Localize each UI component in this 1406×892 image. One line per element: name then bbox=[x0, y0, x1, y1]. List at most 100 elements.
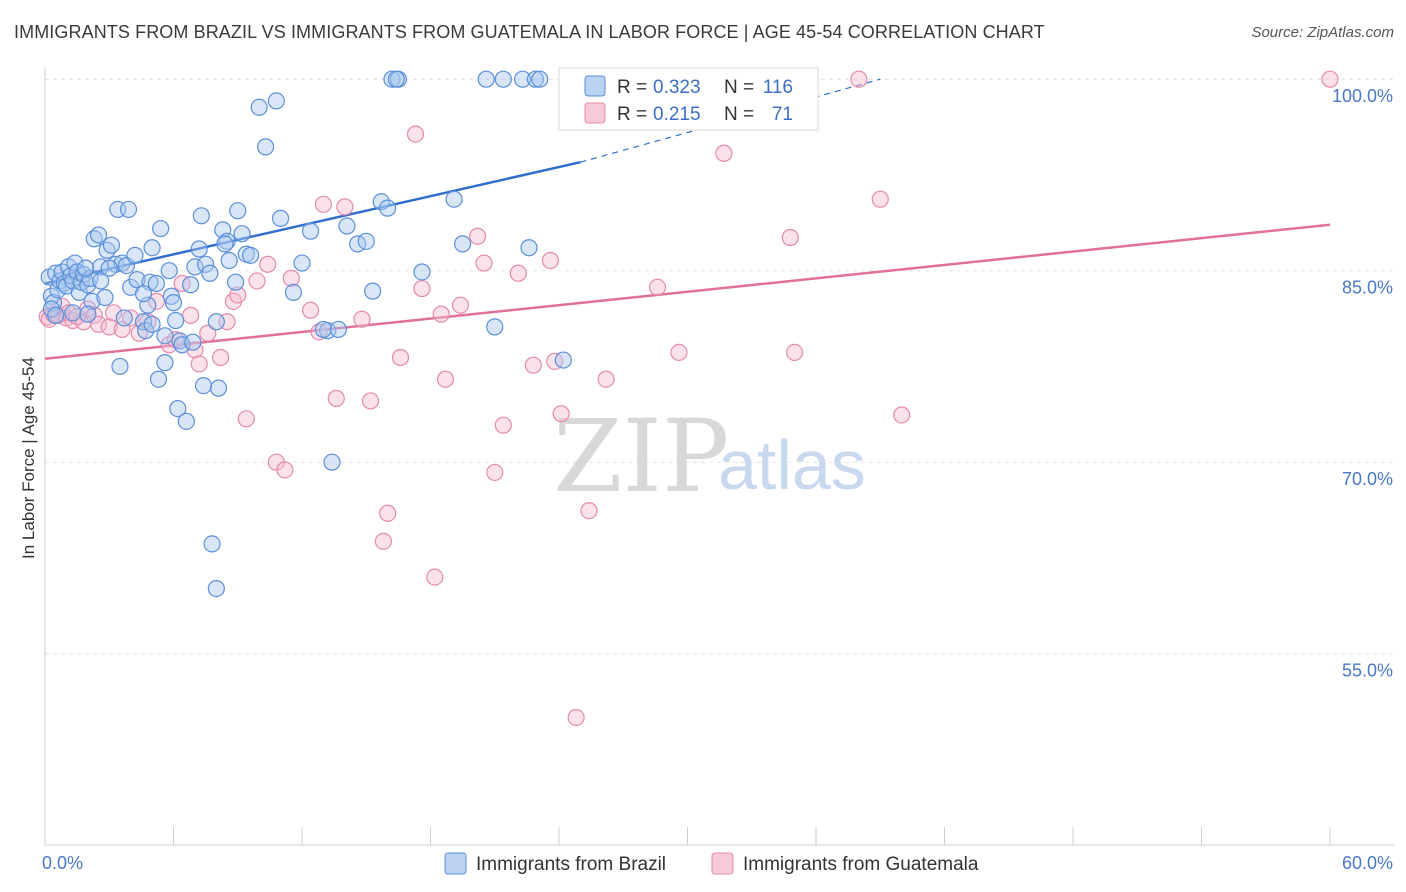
guatemala-point-27 bbox=[212, 348, 230, 367]
brazil-point-91 bbox=[413, 263, 431, 281]
guatemala-point-40 bbox=[327, 389, 345, 407]
guatemala-point-71 bbox=[871, 190, 889, 208]
guatemala-point-72 bbox=[893, 406, 911, 424]
brazil-point-1 bbox=[42, 287, 61, 305]
brazil-point-60 bbox=[201, 264, 219, 282]
brazil-point-67 bbox=[229, 202, 247, 220]
guatemala-point-62 bbox=[567, 708, 585, 727]
y-axis-label: In Labor Force | Age 45-54 bbox=[19, 357, 38, 559]
brazil-point-34 bbox=[119, 200, 138, 219]
brazil-point-46 bbox=[156, 327, 174, 345]
brazil-point-85 bbox=[357, 232, 375, 250]
bottom-legend-label-brazil: Immigrants from Brazil bbox=[476, 854, 666, 875]
brazil-point-57 bbox=[190, 240, 208, 258]
guatemala-point-57 bbox=[509, 264, 527, 282]
brazil-point-87 bbox=[372, 193, 390, 211]
brazil-point-114 bbox=[79, 305, 97, 323]
brazil-point-55 bbox=[182, 276, 200, 294]
brazil-point-92 bbox=[445, 190, 463, 208]
legend-r-label-brazil: R = bbox=[617, 77, 647, 98]
brazil-point-22 bbox=[77, 259, 95, 277]
guatemala-point-51 bbox=[436, 370, 455, 388]
guatemala-point-61 bbox=[552, 405, 570, 423]
brazil-point-21 bbox=[47, 306, 65, 324]
brazil-point-70 bbox=[194, 377, 213, 395]
brazil-point-111 bbox=[115, 309, 133, 327]
guatemala-point-45 bbox=[379, 504, 397, 522]
guatemala-point-19 bbox=[147, 292, 165, 310]
bottom-legend-label-guatemala: Immigrants from Guatemala bbox=[743, 854, 979, 875]
guatemala-point-58 bbox=[524, 356, 542, 374]
guatemala-point-74 bbox=[1321, 70, 1339, 88]
watermark-zip: ZIP bbox=[553, 398, 729, 515]
brazil-point-97 bbox=[520, 239, 538, 257]
brazil-point-59 bbox=[197, 255, 215, 273]
brazil-point-50 bbox=[167, 311, 185, 330]
watermark-atlas: atlas bbox=[718, 426, 866, 504]
guatemala-point-68 bbox=[715, 144, 733, 162]
brazil-point-65 bbox=[220, 251, 238, 270]
brazil-point-79 bbox=[301, 222, 320, 240]
brazil-point-48 bbox=[162, 287, 180, 305]
axes: 55.0% 70.0% 85.0% 100.0% 0.0% 60.0% bbox=[42, 67, 1395, 873]
brazil-point-102 bbox=[149, 370, 168, 388]
x-tick-label-0: 0.0% bbox=[42, 853, 83, 873]
chart-title: IMMIGRANTS FROM BRAZIL VS IMMIGRANTS FRO… bbox=[14, 22, 1045, 42]
guatemala-point-32 bbox=[248, 272, 266, 290]
guatemala-point-69 bbox=[781, 228, 799, 247]
y-tick-label-2: 85.0% bbox=[1342, 278, 1393, 298]
brazil-point-73 bbox=[250, 98, 268, 116]
brazil-point-68 bbox=[233, 225, 251, 243]
brazil-point-66 bbox=[227, 273, 245, 291]
guatemala-point-16 bbox=[122, 309, 140, 327]
brazil-point-110 bbox=[100, 259, 118, 277]
brazil-point-38 bbox=[128, 271, 146, 289]
brazil-point-106 bbox=[387, 70, 405, 88]
legend-n-value-brazil: 116 bbox=[763, 77, 793, 98]
brazil-point-81 bbox=[323, 453, 341, 471]
brazil-point-83 bbox=[338, 217, 356, 235]
guatemala-point-46 bbox=[391, 348, 410, 367]
guatemala-point-47 bbox=[406, 125, 425, 143]
brazil-point-53 bbox=[169, 399, 187, 418]
guatemala-point-59 bbox=[541, 251, 560, 270]
brazil-point-26 bbox=[92, 272, 110, 290]
guatemala-point-70 bbox=[785, 343, 804, 362]
brazil-point-74 bbox=[256, 138, 275, 156]
brazil-point-24 bbox=[89, 226, 108, 244]
brazil-point-71 bbox=[216, 235, 234, 253]
brazil-point-94 bbox=[477, 70, 495, 88]
guatemala-point-52 bbox=[451, 296, 470, 314]
guatemala-point-66 bbox=[648, 278, 667, 296]
legend-r-value-guatemala: 0.215 bbox=[653, 104, 701, 125]
brazil-point-17 bbox=[79, 276, 97, 294]
guatemala-point-56 bbox=[494, 416, 512, 434]
brazil-point-89 bbox=[383, 70, 401, 88]
chart-source: Source: ZipAtlas.com bbox=[1251, 24, 1394, 41]
brazil-point-36 bbox=[111, 357, 129, 376]
y-tick-label-0: 55.0% bbox=[1342, 661, 1393, 681]
guatemala-point-73 bbox=[850, 70, 868, 88]
guatemala-point-13 bbox=[100, 318, 118, 336]
brazil-point-64 bbox=[218, 232, 236, 250]
guatemala-point-35 bbox=[276, 461, 294, 479]
brazil-point-2 bbox=[44, 294, 63, 312]
guatemala-point-41 bbox=[336, 198, 354, 216]
brazil-point-45 bbox=[152, 219, 170, 238]
guatemala-point-36 bbox=[282, 269, 300, 287]
legend-n-value-guatemala: 71 bbox=[772, 104, 793, 125]
legend-n-label-guatemala: N = bbox=[724, 104, 754, 125]
brazil-point-40 bbox=[137, 322, 155, 340]
brazil-point-105 bbox=[486, 318, 504, 336]
brazil-point-43 bbox=[143, 239, 161, 257]
brazil-point-61 bbox=[207, 313, 225, 331]
guatemala-point-22 bbox=[173, 274, 191, 293]
brazil-point-86 bbox=[364, 282, 382, 300]
brazil-point-103 bbox=[203, 535, 221, 553]
guatemala-point-42 bbox=[353, 310, 371, 328]
guatemala-point-39 bbox=[314, 195, 333, 213]
brazil-point-99 bbox=[531, 70, 549, 88]
legend-swatch-guatemala bbox=[584, 102, 606, 124]
brazil-point-78 bbox=[293, 254, 311, 272]
guatemala-point-49 bbox=[426, 568, 444, 586]
